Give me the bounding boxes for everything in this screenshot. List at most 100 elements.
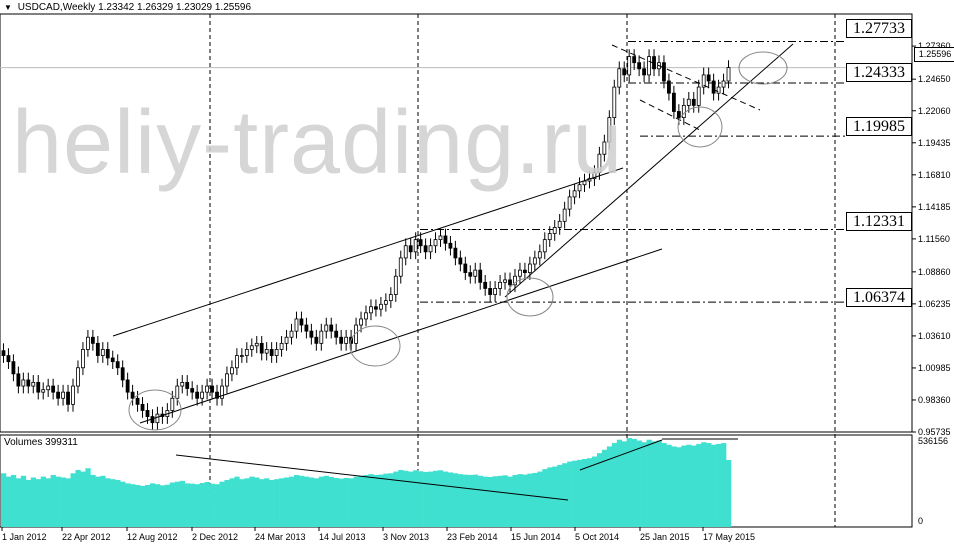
volume-bar [214, 484, 220, 527]
volume-bar [532, 472, 538, 527]
volume-bar [591, 456, 598, 527]
x-tick-label: 22 Apr 2012 [62, 532, 111, 542]
candle [90, 329, 95, 351]
candle-body [135, 397, 140, 405]
candle-body [334, 330, 339, 338]
volume-bar [408, 471, 414, 527]
volume-bar [30, 477, 37, 527]
volume-bar [219, 481, 225, 527]
candle [428, 238, 433, 260]
volume-bar [567, 461, 573, 527]
candle [711, 73, 716, 101]
volume-bar [328, 476, 335, 527]
current-price-tag: 1.25596 [914, 47, 954, 62]
volume-bar [174, 481, 181, 527]
candle-body [175, 385, 180, 399]
y-tick-label: 1.08860 [918, 267, 951, 277]
y-axis: 1.27360 1.24650 1.22060 1.19435 1.16810 1.141… [912, 41, 951, 526]
channel-lower-line [139, 248, 663, 424]
candle [105, 342, 110, 366]
candle-body [220, 385, 224, 399]
volume-bar [586, 458, 593, 527]
volume-bar [149, 483, 156, 527]
candle-body [378, 303, 383, 310]
candle-body [458, 257, 463, 265]
volume-bar [154, 484, 161, 527]
candle [488, 281, 493, 302]
y-tick-label: 1.14185 [918, 202, 951, 212]
candle [498, 275, 502, 296]
candle [36, 375, 41, 400]
candle-body [100, 349, 105, 356]
volume-bar [80, 471, 86, 527]
volume-bar [169, 482, 176, 527]
candle [696, 79, 701, 113]
candle [632, 49, 637, 71]
candle-body [225, 373, 229, 387]
candle-body [185, 381, 190, 389]
candle [279, 336, 284, 357]
volume-bar [75, 469, 81, 527]
x-tick-label: 24 Mar 2013 [255, 532, 306, 542]
volume-bar [527, 473, 533, 527]
candle [463, 256, 468, 280]
volume-bar [313, 478, 320, 527]
volume-bar [45, 478, 51, 527]
wedge-lower-line [639, 99, 701, 131]
candle-body [140, 403, 145, 411]
volume-bar [666, 444, 672, 527]
candle [6, 348, 11, 369]
candle-body [369, 306, 373, 314]
volume-bar [552, 466, 558, 527]
y-tick-label: 1.16810 [918, 170, 951, 180]
candle-body [612, 86, 617, 119]
volume-bar [502, 475, 508, 527]
volume-bar [10, 474, 17, 527]
candle [329, 317, 334, 339]
candle-body [547, 233, 552, 241]
volume-bar [691, 445, 697, 527]
candle [592, 165, 597, 186]
triangle-down-icon[interactable]: ▼ [4, 3, 12, 12]
candle [244, 342, 249, 363]
candle [537, 244, 542, 266]
candle [125, 372, 130, 400]
x-tick-label: 25 Jan 2015 [640, 532, 690, 542]
candle [547, 226, 552, 247]
candle-body [31, 381, 36, 387]
volume-bar [5, 476, 12, 527]
volume-bar [686, 444, 692, 527]
candle-body [36, 381, 41, 393]
candle [61, 384, 65, 406]
volume-bar [323, 475, 330, 527]
candle-body [51, 385, 56, 393]
volume-bar [577, 459, 583, 527]
candle [140, 397, 145, 418]
volume-bar [20, 475, 27, 527]
candle [185, 375, 190, 396]
candle [701, 67, 706, 95]
candle [41, 382, 46, 400]
candle [31, 375, 36, 394]
volume-bar [477, 475, 484, 527]
candle-body [532, 257, 537, 265]
candle [408, 238, 413, 260]
volume-bar [423, 471, 429, 527]
y-tick-label: 1.24650 [918, 74, 951, 84]
candle-body [6, 355, 11, 363]
y-tick-label: 0.98360 [918, 395, 951, 405]
volume-bar [164, 484, 171, 527]
candle [473, 262, 478, 284]
candle-body [681, 104, 686, 119]
candle [716, 79, 721, 101]
candle [299, 311, 304, 333]
candle [86, 329, 90, 357]
volume-bar [413, 470, 419, 527]
candle-body [726, 67, 731, 82]
candle-body [428, 245, 433, 253]
candle [254, 336, 259, 354]
candle-body [572, 190, 577, 198]
candle [557, 214, 562, 235]
volume-bar [159, 485, 166, 527]
candle [691, 91, 696, 113]
